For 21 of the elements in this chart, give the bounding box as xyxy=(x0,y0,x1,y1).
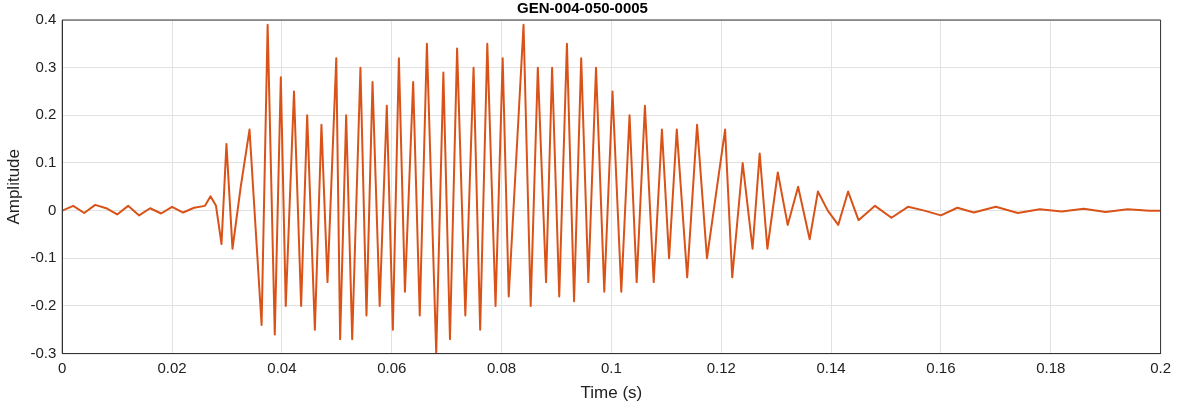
x-tick-label: 0.1 xyxy=(600,358,622,376)
x-axis-title: Time (s) xyxy=(580,383,643,403)
y-tick-label: 0.4 xyxy=(35,10,57,28)
x-tick-label: 0.18 xyxy=(1036,358,1066,376)
y-tick-label: 0 xyxy=(47,200,57,218)
x-tick-label: 0.08 xyxy=(486,358,517,376)
y-tick-label: 0.2 xyxy=(35,105,57,123)
y-axis-title: Amplitude xyxy=(3,149,23,225)
x-tick-label: 0.04 xyxy=(267,358,297,376)
x-tick-label: 0.12 xyxy=(706,358,736,376)
x-tick-label: 0.14 xyxy=(816,358,846,376)
y-tick-label: -0.3 xyxy=(30,343,57,361)
x-tick-label: 0.06 xyxy=(377,358,407,376)
y-tick-label: 0.1 xyxy=(35,153,57,171)
y-tick-label: -0.1 xyxy=(30,248,57,266)
x-tick-label: 0.2 xyxy=(1150,358,1171,376)
x-tick-label: 0.16 xyxy=(926,358,956,376)
y-tick-label: -0.2 xyxy=(30,296,57,314)
chart-title: GEN-004-050-0005 xyxy=(517,0,648,17)
y-tick-label: 0.3 xyxy=(35,57,57,75)
x-tick-label: 0.02 xyxy=(157,358,187,376)
